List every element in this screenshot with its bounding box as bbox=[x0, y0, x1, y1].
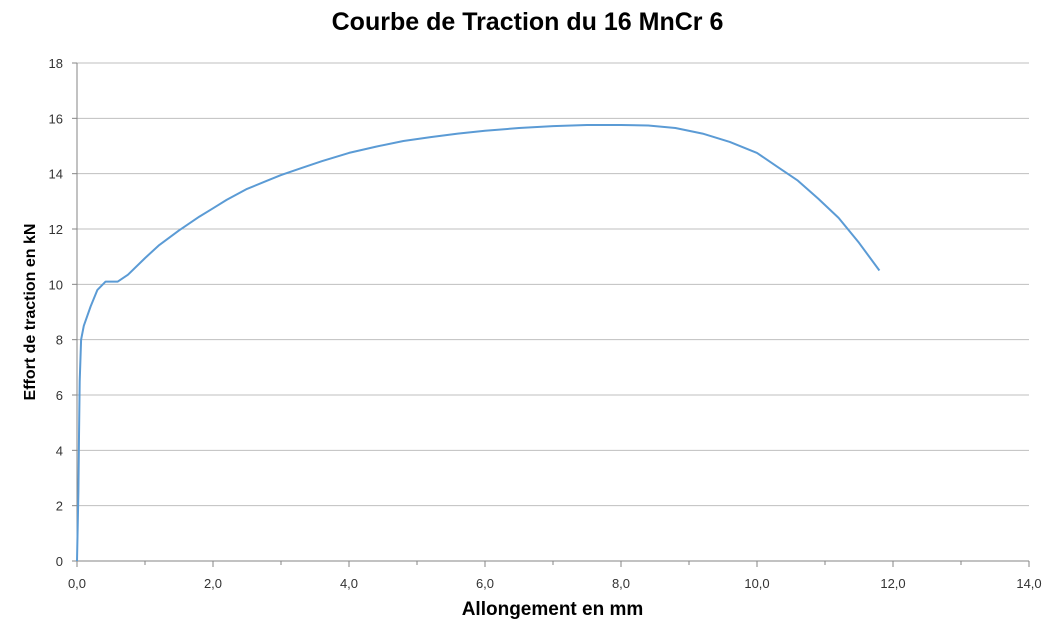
x-tick-label: 8,0 bbox=[612, 576, 630, 591]
x-tick-label: 14,0 bbox=[1016, 576, 1041, 591]
y-tick-label: 16 bbox=[49, 111, 63, 126]
y-tick-label: 2 bbox=[56, 499, 63, 514]
y-tick-label: 12 bbox=[49, 222, 63, 237]
series-line bbox=[76, 124, 881, 562]
y-tick-label: 4 bbox=[56, 443, 63, 458]
x-tick-labels: 0,0 2,0 4,0 6,0 8,0 10,0 12,0 14,0 bbox=[68, 576, 1042, 591]
y-tick-label: 6 bbox=[56, 388, 63, 403]
x-tick-label: 12,0 bbox=[880, 576, 905, 591]
chart-title: Courbe de Traction du 16 MnCr 6 bbox=[331, 8, 724, 36]
y-tick-label: 18 bbox=[49, 56, 63, 71]
series-group bbox=[76, 124, 881, 562]
y-axis-label: Effort de traction en kN bbox=[22, 223, 39, 401]
x-axis-label: Allongement en mm bbox=[461, 599, 644, 620]
y-tick-label: 14 bbox=[49, 167, 63, 182]
y-tick-label: 8 bbox=[56, 333, 63, 348]
gridlines bbox=[77, 62, 1029, 507]
axes bbox=[72, 62, 1030, 567]
x-tick-label: 6,0 bbox=[476, 576, 494, 591]
x-tick-label: 2,0 bbox=[204, 576, 222, 591]
x-tick-label: 0,0 bbox=[68, 576, 86, 591]
x-tick-label: 4,0 bbox=[340, 576, 358, 591]
x-tick-label: 10,0 bbox=[744, 576, 769, 591]
y-tick-label: 10 bbox=[49, 277, 63, 292]
y-tick-label: 0 bbox=[56, 554, 63, 569]
y-tick-labels: 0 2 4 6 8 10 12 14 16 18 bbox=[49, 56, 63, 569]
